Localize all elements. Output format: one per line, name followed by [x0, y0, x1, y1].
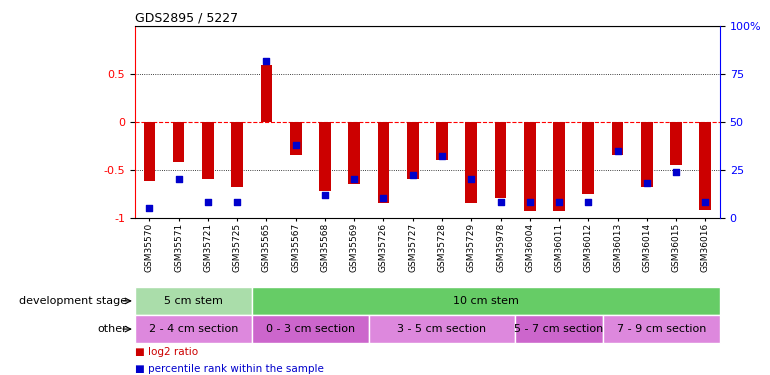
Bar — [143, 122, 156, 181]
Point — [231, 199, 243, 205]
Bar — [494, 122, 507, 198]
Bar — [377, 122, 390, 203]
Point — [436, 153, 448, 159]
Text: development stage: development stage — [19, 296, 127, 306]
Bar — [348, 122, 360, 184]
Text: 5 - 7 cm section: 5 - 7 cm section — [514, 324, 604, 334]
Text: GDS2895 / 5227: GDS2895 / 5227 — [135, 11, 238, 24]
Bar — [252, 315, 369, 343]
Bar — [641, 122, 653, 187]
Bar — [699, 122, 711, 210]
Point — [553, 199, 565, 205]
Point — [670, 169, 682, 175]
Point — [582, 199, 594, 205]
Point — [143, 205, 156, 211]
Point — [611, 147, 624, 154]
Point — [348, 176, 360, 182]
Bar — [319, 122, 331, 191]
Point — [377, 195, 390, 201]
Text: 7 - 9 cm section: 7 - 9 cm section — [617, 324, 706, 334]
Bar — [603, 315, 720, 343]
Point — [494, 199, 507, 205]
Point — [641, 180, 653, 186]
Point — [260, 58, 273, 64]
Bar — [515, 315, 603, 343]
Bar — [135, 315, 252, 343]
Text: 3 - 5 cm section: 3 - 5 cm section — [397, 324, 487, 334]
Bar — [611, 122, 624, 155]
Bar — [172, 122, 185, 162]
Bar — [553, 122, 565, 211]
Bar — [231, 122, 243, 187]
Text: 10 cm stem: 10 cm stem — [453, 296, 519, 306]
Bar — [135, 287, 252, 315]
Bar — [407, 122, 419, 179]
Point — [524, 199, 536, 205]
Bar — [260, 64, 273, 122]
Bar — [369, 315, 515, 343]
Point — [172, 176, 185, 182]
Text: 2 - 4 cm section: 2 - 4 cm section — [149, 324, 238, 334]
Bar — [524, 122, 536, 211]
Text: 5 cm stem: 5 cm stem — [164, 296, 223, 306]
Text: other: other — [97, 324, 127, 334]
Point — [465, 176, 477, 182]
Point — [699, 199, 711, 205]
Bar — [290, 122, 302, 155]
Text: 0 - 3 cm section: 0 - 3 cm section — [266, 324, 355, 334]
Point — [407, 172, 419, 178]
Bar — [252, 287, 720, 315]
Point — [290, 142, 302, 148]
Point — [319, 192, 331, 198]
Bar — [465, 122, 477, 203]
Bar — [202, 122, 214, 179]
Text: ■ percentile rank within the sample: ■ percentile rank within the sample — [135, 364, 323, 374]
Bar — [436, 122, 448, 160]
Bar — [582, 122, 594, 194]
Point — [202, 199, 214, 205]
Text: ■ log2 ratio: ■ log2 ratio — [135, 347, 198, 357]
Bar — [670, 122, 682, 165]
